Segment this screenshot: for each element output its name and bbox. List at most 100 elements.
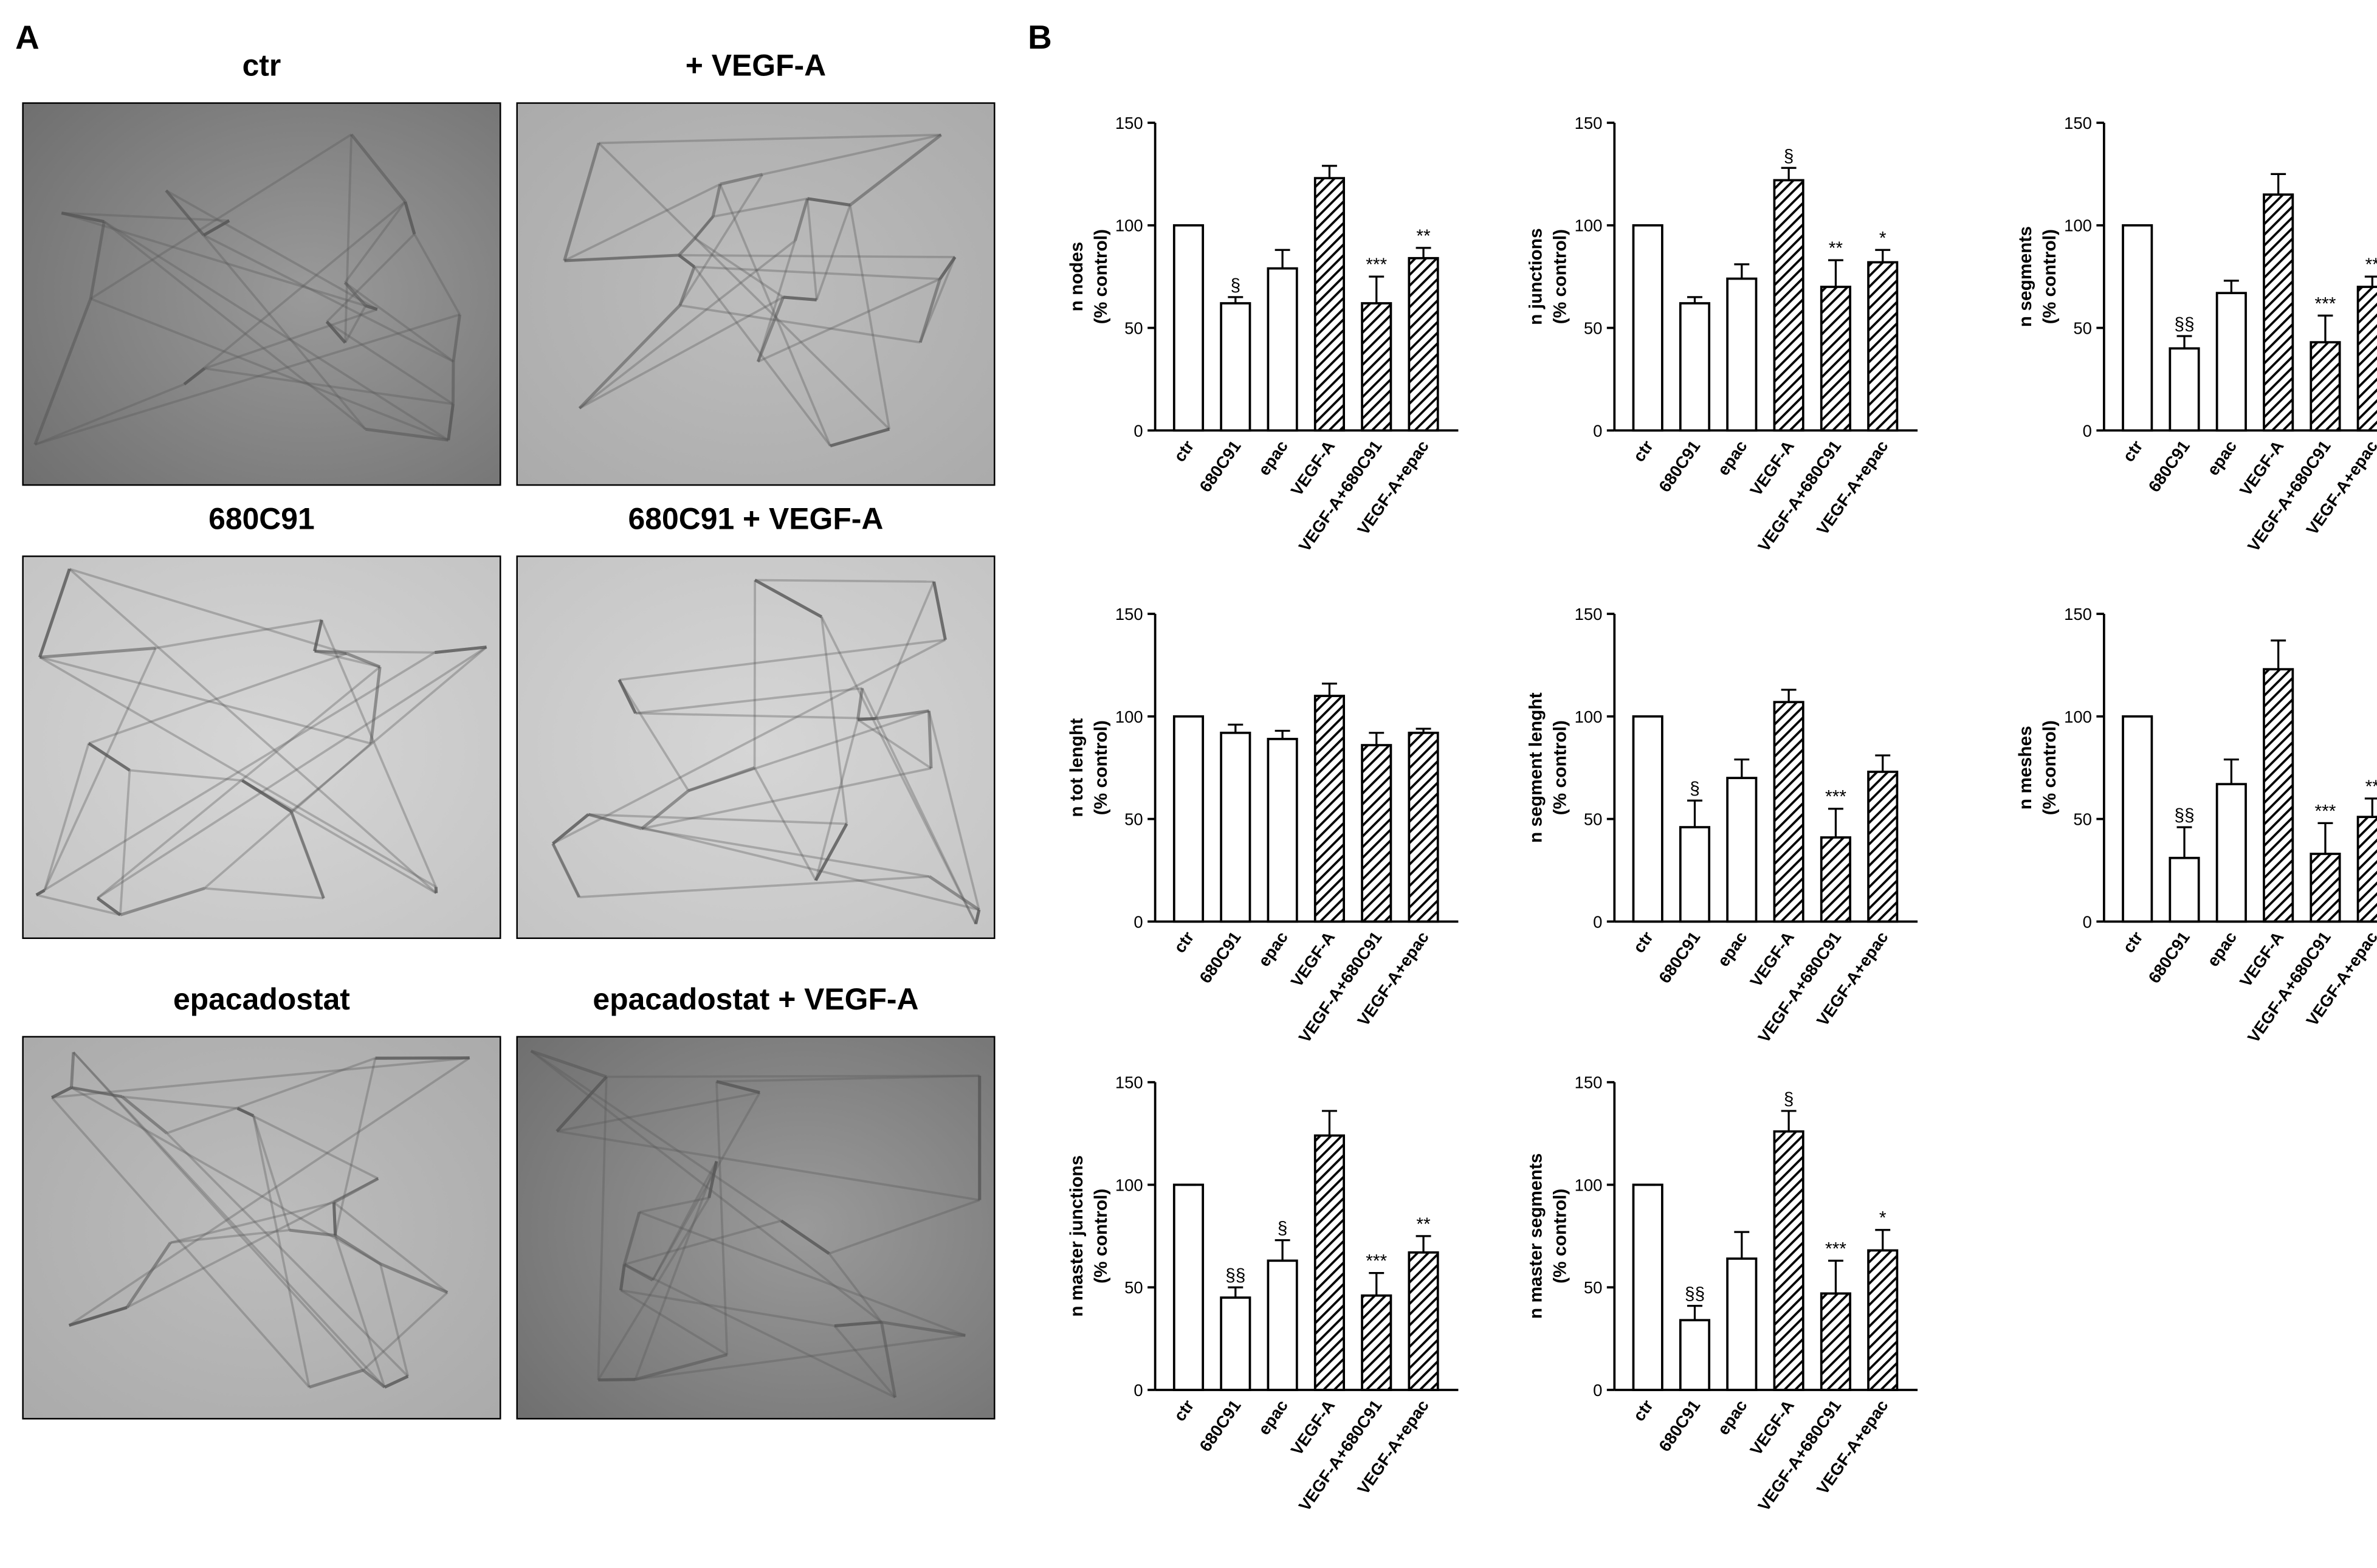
cell-network: [121, 1095, 168, 1135]
significance-label: ***: [1825, 1239, 1846, 1259]
error-bar: [1687, 1304, 1702, 1321]
cell-network: [50, 1096, 311, 1388]
error-bar: [1734, 758, 1750, 779]
error-bar: [1875, 754, 1891, 772]
cell-network: [309, 1369, 364, 1389]
error-bar: [1734, 1231, 1750, 1259]
cell-network: [635, 712, 876, 720]
cell-network: [33, 298, 92, 445]
panel-label: B: [1028, 18, 1052, 56]
cell-network: [289, 811, 325, 899]
bar: [1632, 715, 1663, 923]
x-tick-label: 680C91: [2144, 928, 2193, 986]
cell-network: [40, 646, 156, 659]
cell-network: [828, 1253, 882, 1323]
cell-network: [43, 743, 90, 891]
cell-network: [343, 281, 367, 307]
cell-network: [344, 134, 353, 343]
cell-network: [858, 717, 876, 721]
cell-network: [203, 234, 454, 363]
cell-network: [38, 568, 71, 658]
cell-network: [90, 133, 353, 300]
x-tick-label: 680C91: [1655, 928, 1704, 986]
error-bar: [2317, 314, 2333, 343]
cell-network: [833, 1325, 896, 1398]
cell-network: [783, 295, 817, 301]
cell-network: [68, 1057, 470, 1327]
bar: [1820, 1292, 1851, 1391]
bar: [2310, 853, 2341, 923]
x-tick-label: 680C91: [1195, 437, 1244, 495]
cell-network: [530, 1050, 782, 1222]
x-tick-label: ctr: [1170, 928, 1198, 957]
cell-network: [165, 189, 205, 236]
cell-network: [362, 1369, 386, 1389]
error-bar: [1274, 1239, 1290, 1261]
micrograph: [516, 555, 996, 940]
cell-network: [34, 383, 185, 446]
cell-network: [857, 718, 932, 769]
bar: [2356, 816, 2377, 923]
cell-network: [715, 1081, 729, 1355]
cell-network: [754, 579, 822, 619]
cell-network: [624, 1219, 782, 1266]
bar: [1408, 731, 1439, 923]
cell-network: [39, 656, 371, 745]
cell-network: [720, 173, 763, 186]
cell-network: [652, 1092, 761, 1281]
cell-network: [365, 304, 378, 311]
x-tick-label: epac: [1254, 928, 1292, 970]
cell-network: [69, 1305, 128, 1327]
micrograph: [516, 1036, 996, 1420]
cell-network: [170, 1229, 290, 1244]
significance-label: **: [1416, 1214, 1431, 1234]
x-tick-label: VEGF-A: [1746, 437, 1798, 500]
cell-network: [780, 1219, 830, 1255]
y-axis-label: n master junctions: [1067, 1155, 1087, 1317]
cell-network: [447, 404, 455, 441]
bar: [2310, 341, 2341, 432]
y-tick-label: 150: [1115, 1073, 1143, 1092]
cell-network: [927, 710, 980, 910]
cell-network: [69, 1052, 75, 1088]
y-tick-label: 50: [1124, 319, 1143, 338]
cell-network: [597, 142, 890, 430]
cell-network: [814, 719, 859, 881]
cell-network: [332, 1202, 337, 1236]
significance-label: §§: [1225, 1265, 1245, 1285]
significance-label: §: [1278, 1219, 1288, 1239]
cell-network: [183, 367, 206, 386]
error-bar: [1228, 296, 1244, 304]
y-axis-label: n master segments: [1526, 1154, 1546, 1319]
cell-network: [578, 304, 681, 410]
cell-network: [641, 767, 932, 830]
y-tick-label: 50: [1124, 810, 1143, 829]
bar: [1632, 224, 1663, 432]
cell-network: [36, 893, 121, 916]
bar: [1267, 1259, 1298, 1391]
cell-network: [755, 579, 934, 583]
y-tick-label: 150: [1575, 114, 1603, 132]
cell-network: [820, 616, 977, 925]
y-axis-label: (% control): [1091, 229, 1111, 324]
cell-network: [928, 875, 980, 911]
bar: [1679, 1319, 1711, 1391]
bar: [2263, 193, 2294, 432]
y-tick-label: 0: [1133, 421, 1143, 440]
bar: [1172, 1183, 1205, 1391]
x-tick-label: epac: [2203, 437, 2240, 479]
cell-network: [51, 1086, 72, 1099]
bar: [2263, 668, 2294, 923]
bar: [1867, 261, 1899, 432]
cell-network: [564, 253, 679, 263]
significance-label: §: [1784, 1089, 1794, 1109]
bar: [2215, 292, 2247, 432]
cell-network: [762, 134, 941, 176]
x-tick-label: VEGF-A: [1287, 1396, 1339, 1459]
cell-network: [641, 827, 930, 878]
error-bar: [1321, 683, 1337, 696]
error-bar: [1228, 1286, 1244, 1298]
y-axis-label: (% control): [2040, 229, 2060, 324]
error-bar: [2176, 826, 2192, 858]
